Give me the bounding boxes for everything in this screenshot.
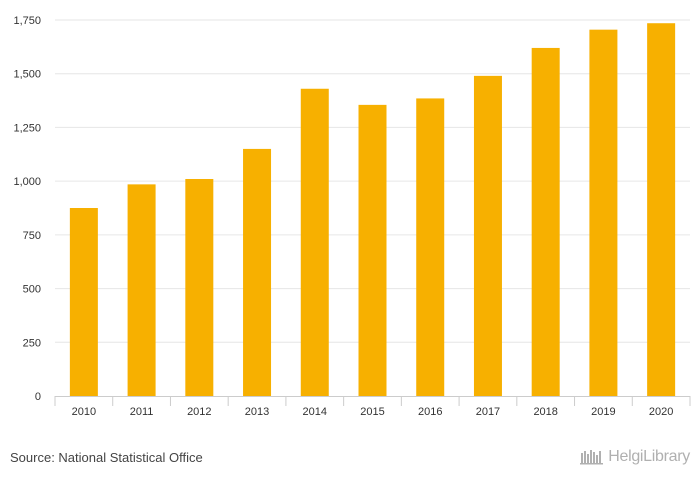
x-tick-label: 2016 [418,406,442,418]
bar-2013[interactable] [243,148,272,396]
x-tick-label: 2014 [303,406,327,418]
x-tick-label: 2020 [649,406,673,418]
chart-footer: Source: National Statistical Office Helg… [0,440,700,483]
y-tick-label: 1,500 [13,69,41,81]
y-tick-label: 250 [23,337,41,349]
x-tick-label: 2018 [533,406,557,418]
source-note: Source: National Statistical Office [10,450,203,465]
bar-2020[interactable] [647,23,676,396]
bar-2018[interactable] [531,47,560,396]
x-tick-label: 2013 [245,406,269,418]
x-tick-label: 2017 [476,406,500,418]
x-tick-label: 2015 [360,406,384,418]
x-tick-label: 2010 [72,406,96,418]
bar-2011[interactable] [127,184,156,396]
x-tick-label: 2011 [130,406,154,418]
y-tick-label: 1,250 [13,122,41,134]
logo-text: HelgiLibrary [608,448,690,465]
bar-2017[interactable] [473,75,502,396]
bar-2016[interactable] [416,98,445,397]
x-axis [54,396,691,406]
bar-2010[interactable] [69,208,98,396]
helgilibrary-logo[interactable]: HelgiLibrary [580,448,690,466]
bar-2012[interactable] [185,178,214,396]
x-tick-label: 2012 [187,406,211,418]
y-tick-label: 0 [35,391,41,403]
x-axis-tick-labels: 2010 2011 2012 2013 2014 2015 2016 2017 2018 2019… [72,406,674,418]
x-tick-label: 2019 [591,406,615,418]
bar-2019[interactable] [589,29,618,396]
y-axis-tick-labels: 0 250 500 750 1,000 1,250 1,500 1,750 [13,15,41,403]
y-tick-label: 750 [23,230,41,242]
bar-2015[interactable] [358,104,387,397]
y-tick-label: 1,000 [13,176,41,188]
bar-2014[interactable] [300,88,329,397]
y-tick-label: 1,750 [13,15,41,27]
bars [69,23,676,397]
y-tick-label: 500 [23,284,41,296]
bookshelf-icon [580,450,604,465]
